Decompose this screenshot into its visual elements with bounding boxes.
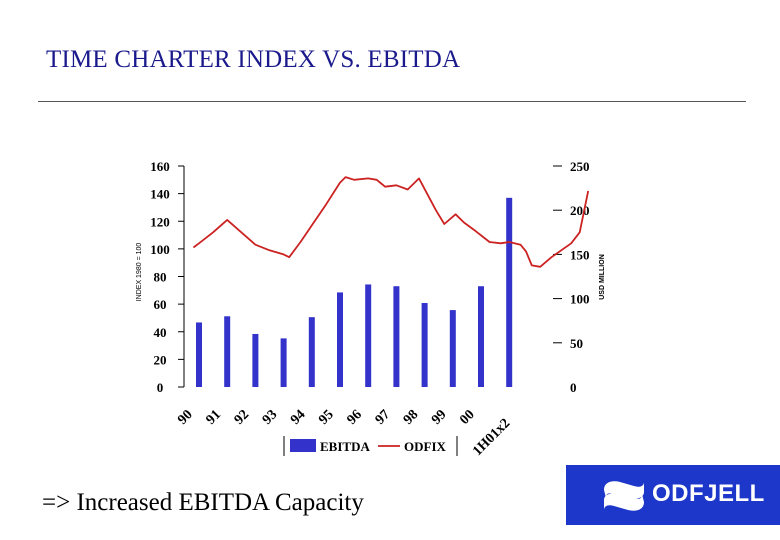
x-category-label: 1H01x2 bbox=[470, 416, 513, 459]
title-divider bbox=[38, 101, 746, 102]
x-category-label: 90 bbox=[175, 407, 196, 428]
right-tick-label: 50 bbox=[570, 336, 583, 351]
right-tick-label: 0 bbox=[570, 380, 577, 395]
left-tick-label: 140 bbox=[150, 187, 170, 202]
x-category-label: 92 bbox=[232, 407, 253, 428]
ebitda-bar bbox=[506, 197, 513, 387]
ebitda-bar bbox=[252, 333, 259, 387]
ebitda-bar bbox=[224, 316, 231, 387]
odfjell-logo-icon bbox=[604, 481, 644, 511]
x-category-label: 97 bbox=[373, 407, 394, 428]
ebitda-bar bbox=[337, 292, 343, 387]
ebitda-bar bbox=[393, 286, 400, 387]
left-axis-title: INDEX 1980 = 100 bbox=[136, 243, 143, 302]
x-category-label: 99 bbox=[429, 407, 450, 428]
x-category-label: 94 bbox=[288, 407, 309, 428]
right-axis-title: USD MILLION bbox=[599, 254, 606, 300]
ebitda-bar bbox=[365, 284, 372, 387]
legend-odfix-label: ODFIX bbox=[404, 439, 447, 454]
right-tick-label: 250 bbox=[570, 159, 590, 174]
left-tick-label: 100 bbox=[150, 242, 170, 257]
ebitda-bar bbox=[308, 317, 315, 387]
ebitda-bar bbox=[280, 338, 287, 387]
left-tick-label: 160 bbox=[150, 159, 170, 174]
slide-title: TIME CHARTER INDEX VS. EBITDA bbox=[46, 46, 461, 73]
left-tick-label: 80 bbox=[154, 270, 167, 285]
ebitda-bar bbox=[449, 310, 456, 387]
right-tick-label: 200 bbox=[570, 203, 590, 218]
x-category-label: 95 bbox=[316, 407, 337, 428]
left-tick-label: 120 bbox=[150, 214, 170, 229]
logo-text: ODFJELL bbox=[652, 480, 765, 507]
logo-background bbox=[566, 465, 780, 525]
legend-ebitda-label: EBITDA bbox=[320, 439, 370, 454]
ebitda-bar bbox=[421, 303, 428, 387]
right-tick-label: 150 bbox=[570, 247, 590, 262]
x-category-label: 98 bbox=[401, 407, 422, 428]
left-tick-label: 20 bbox=[154, 352, 167, 367]
odfix-line bbox=[192, 176, 590, 268]
left-tick-label: 0 bbox=[157, 380, 164, 395]
right-tick-label: 100 bbox=[570, 292, 590, 307]
caption: => Increased EBITDA Capacity bbox=[42, 489, 364, 516]
x-category-label: 93 bbox=[260, 407, 281, 428]
ebitda-bar bbox=[196, 322, 202, 387]
legend-ebitda-swatch bbox=[290, 439, 316, 452]
x-category-label: 91 bbox=[203, 407, 224, 428]
x-category-label: 00 bbox=[457, 407, 478, 428]
left-tick-label: 40 bbox=[154, 325, 167, 340]
left-tick-label: 60 bbox=[154, 297, 167, 312]
x-category-label: 96 bbox=[344, 407, 365, 428]
ebitda-bar bbox=[478, 286, 484, 387]
